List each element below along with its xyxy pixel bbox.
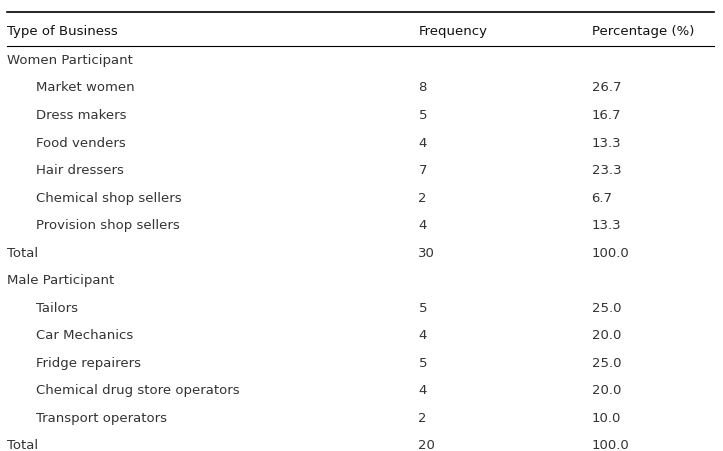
Text: Dress makers: Dress makers bbox=[36, 109, 127, 122]
Text: 25.0: 25.0 bbox=[591, 356, 621, 369]
Text: 4: 4 bbox=[419, 328, 427, 341]
Text: Transport operators: Transport operators bbox=[36, 411, 167, 424]
Text: Car Mechanics: Car Mechanics bbox=[36, 328, 133, 341]
Text: 4: 4 bbox=[419, 219, 427, 232]
Text: Percentage (%): Percentage (%) bbox=[591, 25, 694, 38]
Text: 4: 4 bbox=[419, 383, 427, 396]
Text: Total: Total bbox=[7, 246, 38, 259]
Text: 20.0: 20.0 bbox=[591, 328, 621, 341]
Text: Food venders: Food venders bbox=[36, 136, 126, 149]
Text: 20.0: 20.0 bbox=[591, 383, 621, 396]
Text: 2: 2 bbox=[419, 191, 427, 204]
Text: Chemical shop sellers: Chemical shop sellers bbox=[36, 191, 181, 204]
Text: 10.0: 10.0 bbox=[591, 411, 621, 424]
Text: 30: 30 bbox=[419, 246, 435, 259]
Text: 4: 4 bbox=[419, 136, 427, 149]
Text: Provision shop sellers: Provision shop sellers bbox=[36, 219, 180, 232]
Text: Fridge repairers: Fridge repairers bbox=[36, 356, 141, 369]
Text: 100.0: 100.0 bbox=[591, 246, 629, 259]
Text: Male Participant: Male Participant bbox=[7, 274, 114, 286]
Text: Type of Business: Type of Business bbox=[7, 25, 118, 38]
Text: 16.7: 16.7 bbox=[591, 109, 621, 122]
Text: 5: 5 bbox=[419, 109, 427, 122]
Text: Chemical drug store operators: Chemical drug store operators bbox=[36, 383, 240, 396]
Text: 7: 7 bbox=[419, 164, 427, 177]
Text: 13.3: 13.3 bbox=[591, 219, 621, 232]
Text: 13.3: 13.3 bbox=[591, 136, 621, 149]
Text: Women Participant: Women Participant bbox=[7, 54, 133, 67]
Text: Frequency: Frequency bbox=[419, 25, 487, 38]
Text: 25.0: 25.0 bbox=[591, 301, 621, 314]
Text: 6.7: 6.7 bbox=[591, 191, 612, 204]
Text: 26.7: 26.7 bbox=[591, 81, 621, 94]
Text: 5: 5 bbox=[419, 301, 427, 314]
Text: Market women: Market women bbox=[36, 81, 134, 94]
Text: 5: 5 bbox=[419, 356, 427, 369]
Text: 23.3: 23.3 bbox=[591, 164, 621, 177]
Text: Hair dressers: Hair dressers bbox=[36, 164, 124, 177]
Text: 20: 20 bbox=[419, 438, 435, 451]
Text: 100.0: 100.0 bbox=[591, 438, 629, 451]
Text: 2: 2 bbox=[419, 411, 427, 424]
Text: Tailors: Tailors bbox=[36, 301, 78, 314]
Text: Total: Total bbox=[7, 438, 38, 451]
Text: 8: 8 bbox=[419, 81, 427, 94]
